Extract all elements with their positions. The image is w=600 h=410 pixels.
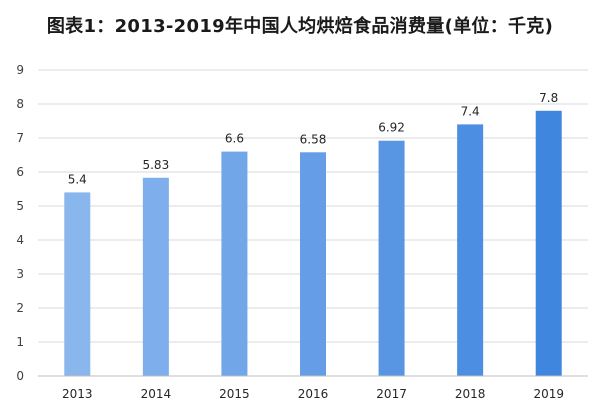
- y-tick-label: 5: [16, 199, 24, 213]
- data-label: 6.58: [300, 132, 327, 146]
- data-label: 5.4: [68, 172, 87, 186]
- y-tick-label: 9: [16, 63, 24, 77]
- bar-2019: [535, 110, 562, 377]
- x-tick-label: 2013: [62, 387, 93, 401]
- y-axis-ticks: 0 1 2 3 4 5 6 7 8 9: [16, 63, 24, 383]
- x-axis-ticks: 2013 2014 2015 2016 2017 2018 2019: [62, 387, 564, 401]
- data-label: 7.4: [461, 104, 480, 118]
- y-tick-label: 3: [16, 267, 24, 281]
- x-tick-label: 2019: [533, 387, 564, 401]
- bar-2015: [221, 151, 248, 376]
- x-tick-label: 2018: [455, 387, 486, 401]
- data-label: 6.6: [225, 132, 244, 146]
- y-tick-label: 1: [16, 335, 24, 349]
- bar-2016: [300, 152, 326, 376]
- x-tick-label: 2015: [219, 387, 250, 401]
- data-label: 6.92: [378, 121, 405, 135]
- x-tick-label: 2016: [298, 387, 329, 401]
- y-tick-label: 6: [16, 165, 24, 179]
- y-tick-label: 0: [16, 369, 24, 383]
- y-tick-label: 2: [16, 301, 24, 315]
- y-tick-label: 7: [16, 131, 24, 145]
- bar-2018: [457, 124, 484, 377]
- y-tick-label: 8: [16, 97, 24, 111]
- bar-2014: [142, 177, 169, 376]
- bars: [64, 110, 562, 377]
- data-label: 5.83: [142, 158, 169, 172]
- bar-2013: [64, 192, 91, 376]
- x-tick-label: 2017: [376, 387, 407, 401]
- data-labels: 5.4 5.83 6.6 6.58 6.92 7.4 7.8: [68, 91, 559, 187]
- bar-2017: [378, 140, 405, 376]
- x-tick-label: 2014: [141, 387, 172, 401]
- data-label: 7.8: [539, 91, 558, 105]
- y-tick-label: 4: [16, 233, 24, 247]
- chart-title: 图表1：2013-2019年中国人均烘焙食品消费量(单位：千克): [46, 16, 554, 37]
